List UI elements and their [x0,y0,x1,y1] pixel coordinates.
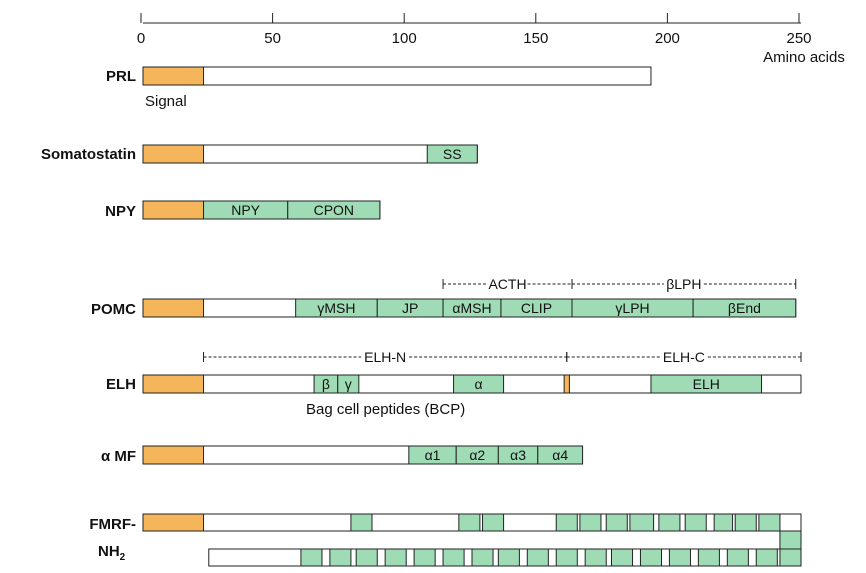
elh-segment-4 [650,374,763,394]
axis-tick-label-150: 150 [523,30,548,47]
fmrf-row2-peptide-4 [384,548,407,567]
fmrf-row1-peptide-4 [555,513,578,532]
somatostatin-signal-peptide [142,144,205,164]
signal-label: Signal [145,93,187,110]
amf-segment-label-3: α3 [510,447,526,463]
fmrf-row2-peptide-6 [442,548,465,567]
fmrf-row2-peptide-11 [584,548,607,567]
fmrf-row2-peptide-8 [497,548,520,567]
protein-label-fmrf-nh2: NH2 [98,543,126,563]
fmrf-row-connector [779,530,802,550]
amf-signal-peptide [142,445,205,465]
pomc-signal-peptide [142,298,205,318]
protein-label-pomc: POMC [91,301,136,318]
protein-label-npy: NPY [105,203,136,220]
fmrf-row1-peptide-6 [605,513,628,532]
bcp-label: Bag cell peptides (BCP) [306,401,465,418]
amf-segment-label-1: α1 [425,447,441,463]
fmrf-signal-peptide [142,513,205,532]
fmrf-row1-peptide-1 [350,513,373,532]
axis-tick-label-0: 0 [137,30,145,47]
amf-segment-label-4: α4 [552,447,568,463]
amf-segment-4 [537,445,584,465]
protein-label-prl: PRL [106,68,136,85]
fmrf-row1-peptide-8 [658,513,681,532]
pomc-segment-6 [692,298,797,318]
elh-bracket-label-1: ELH-N [364,349,406,365]
fmrf-row1-peptide-7 [629,513,655,532]
fmrf-row2-peptide-12 [610,548,634,567]
npy-segment-label-1: NPY [231,202,260,218]
pomc-segment-label-3: αMSH [452,300,491,316]
fmrf-row2-peptide-15 [697,548,720,567]
fmrf-row2-peptide-13 [639,548,663,567]
axis-tick-label-100: 100 [392,30,417,47]
protein-label-fmrf: FMRF- [89,516,136,533]
axis-tick-label-50: 50 [264,30,281,47]
pomc-bracket-label-1: ACTH [488,276,526,292]
precursor-bars: SS NPY CPON γMSH JP αMSH CLIP γLPH βEnd ACTH βLPH β… [142,66,802,567]
elh-segment-label-4: ELH [693,376,720,392]
npy-segment-2 [287,200,381,220]
pomc-segment-label-2: JP [402,300,418,316]
elh-signal-peptide [142,374,205,394]
elh-segment-label-1: β [322,376,330,392]
fmrf-row2-peptide-2 [329,548,352,567]
fmrf-row1-peptide-12 [758,513,781,532]
fmrf-row1-peptide-11 [734,513,757,532]
somatostatin-segment-1 [426,144,478,164]
prl-bar [142,66,652,86]
fmrf-row2-peptide-18 [779,548,802,567]
axis-tick-label-200: 200 [655,30,680,47]
pomc-segment-label-4: CLIP [521,300,552,316]
npy-segment-label-2: CPON [314,202,354,218]
elh-segment-3 [453,374,505,394]
fmrf-row2-peptide-3 [355,548,378,567]
npy-signal-peptide [142,200,205,220]
fmrf-row2-peptide-7 [471,548,494,567]
pomc-segment-label-6: βEnd [728,300,761,316]
elh-segment-label-2: γ [345,376,352,392]
fmrf-row1-peptide-9 [684,513,707,532]
elh-cleavage-mark [563,374,570,394]
fmrf-row2-peptide-5 [413,548,436,567]
pomc-bracket-label-2: βLPH [666,276,701,292]
fmrf-row2-peptide-16 [726,548,749,567]
fmrf-row2-peptide-9 [526,548,549,567]
axis-unit-label: Amino acids [763,49,845,66]
amino-acid-axis: Amino acids 0 50 100 150 200 250 [137,13,845,66]
fmrf-row1-peptide-10 [713,513,734,532]
fmrf-row2-peptide-1 [300,548,323,567]
protein-label-somatostatin: Somatostatin [41,146,136,163]
pomc-segment-label-1: γMSH [317,300,355,316]
fmrf-row2-peptide-17 [755,548,778,567]
prl-signal-peptide [142,66,205,86]
fmrf-row1-peptide-5 [579,513,602,532]
fmrf-row1-peptide-2 [458,513,481,532]
somatostatin-segment-label-1: SS [443,146,462,162]
fmrf-row1-peptide-3 [482,513,505,532]
protein-label-amf: α MF [101,448,136,465]
fmrf-row2-peptide-10 [555,548,578,567]
protein-label-elh: ELH [106,376,136,393]
elh-segment-2 [337,374,360,394]
axis-tick-label-250: 250 [786,30,811,47]
fmrf-row2-peptide-14 [668,548,691,567]
elh-bracket-label-2: ELH-C [663,349,705,365]
elh-segment-label-3: α [475,376,483,392]
pomc-segment-label-5: γLPH [615,300,649,316]
amf-segment-label-2: α2 [469,447,485,463]
